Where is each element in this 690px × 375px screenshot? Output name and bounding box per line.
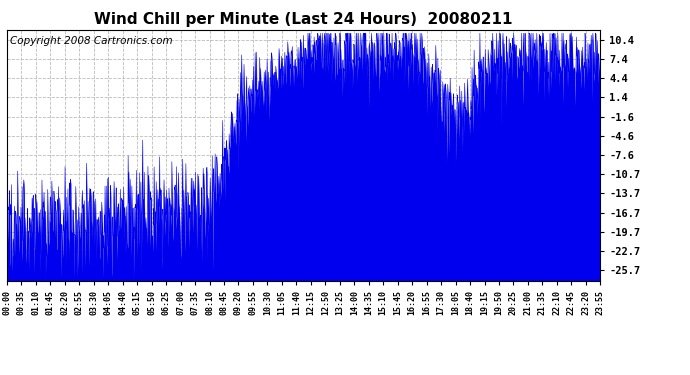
Text: Copyright 2008 Cartronics.com: Copyright 2008 Cartronics.com — [10, 36, 172, 46]
Title: Wind Chill per Minute (Last 24 Hours)  20080211: Wind Chill per Minute (Last 24 Hours) 20… — [95, 12, 513, 27]
